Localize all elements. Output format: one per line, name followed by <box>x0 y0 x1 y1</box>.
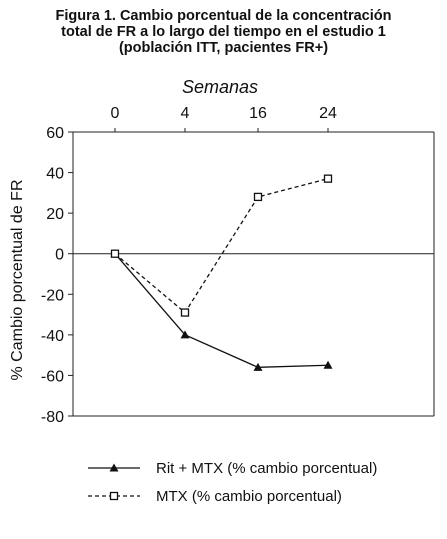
legend-marker <box>109 491 119 501</box>
y-tick-label: 0 <box>55 247 64 264</box>
y-tick-label: 40 <box>46 166 64 183</box>
x-tick-label: 4 <box>181 105 190 122</box>
series-line <box>114 178 329 314</box>
x-tick-label: 0 <box>111 105 120 122</box>
data-point <box>323 360 333 369</box>
data-point <box>180 330 190 339</box>
y-tick-label: -60 <box>41 368 64 385</box>
chart-title-line-2: total de FR a lo largo del tiempo en el … <box>61 24 386 40</box>
x-tick-label: 16 <box>249 105 267 122</box>
chart-title-line-1: Figura 1. Cambio porcentual de la concen… <box>55 8 392 24</box>
series-line <box>114 253 329 368</box>
legend-label: MTX (% cambio porcentual) <box>156 488 342 505</box>
series-1 <box>110 249 333 371</box>
legend-item-2: MTX (% cambio porcentual) <box>88 488 342 505</box>
data-point <box>180 308 190 317</box>
legend-label: Rit + MTX (% cambio porcentual) <box>156 460 377 477</box>
y-tick-label: -80 <box>41 409 64 426</box>
series-2 <box>110 174 333 317</box>
data-point <box>253 192 263 202</box>
legend-item-1: Rit + MTX (% cambio porcentual) <box>88 460 377 477</box>
y-tick-label: -40 <box>41 328 64 345</box>
data-point <box>110 249 120 258</box>
x-axis-label: Semanas <box>182 77 258 97</box>
y-axis-label: % Cambio porcentual de FR <box>9 180 26 381</box>
data-point <box>253 362 263 371</box>
data-point <box>323 174 333 183</box>
y-tick-label: 60 <box>46 125 64 142</box>
y-tick-label: 20 <box>46 206 64 223</box>
chart-title-line-3: (población ITT, pacientes FR+) <box>118 40 329 56</box>
legend-marker <box>109 463 119 472</box>
y-tick-label: -20 <box>41 287 64 304</box>
chart-title: Figura 1. Cambio porcentual de la concen… <box>0 8 447 56</box>
x-tick-label: 24 <box>319 105 337 122</box>
